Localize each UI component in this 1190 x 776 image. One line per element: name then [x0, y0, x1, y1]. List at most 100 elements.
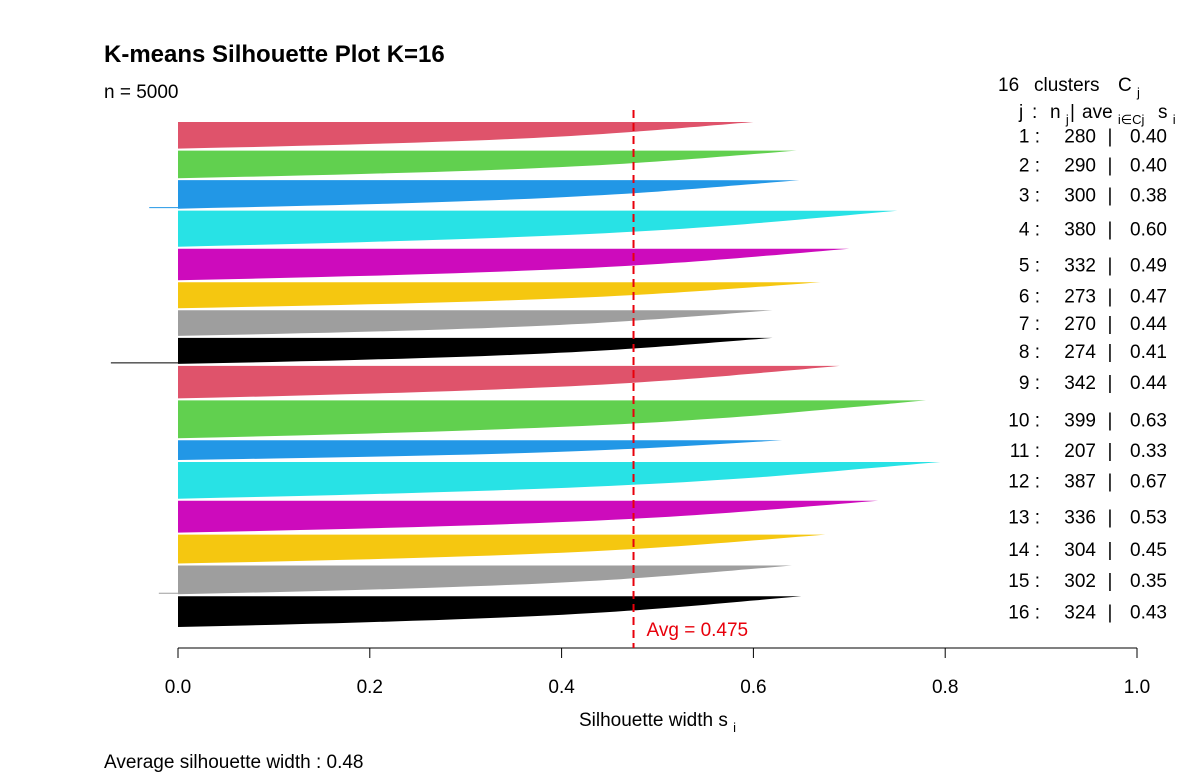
legend-row-n: 387: [1064, 471, 1096, 492]
x-tick-label: 0.8: [932, 677, 958, 698]
legend-row-separator: |: [1108, 286, 1113, 307]
legend-row-n: 273: [1064, 286, 1096, 307]
legend-row-separator: |: [1108, 508, 1113, 529]
legend-row-separator: |: [1108, 410, 1113, 431]
legend-row-j: 2 :: [1019, 155, 1040, 176]
legend-row-separator: |: [1108, 571, 1113, 592]
legend-row-separator: |: [1108, 314, 1113, 335]
legend-row-ave: 0.44: [1130, 373, 1167, 394]
legend-row-ave: 0.63: [1130, 410, 1167, 431]
legend-row-n: 302: [1064, 571, 1096, 592]
legend-row-ave: 0.49: [1130, 256, 1167, 277]
silhouette-bar-cluster-5: [178, 248, 850, 281]
silhouette-bar-cluster-9: [178, 365, 840, 399]
legend-row-ave: 0.53: [1130, 508, 1167, 529]
sample-size-label: n = 5000: [104, 82, 179, 103]
legend-row-ave: 0.35: [1130, 571, 1167, 592]
legend-row-separator: |: [1108, 471, 1113, 492]
legend-row-n: 290: [1064, 155, 1096, 176]
legend-row-ave: 0.60: [1130, 220, 1167, 241]
silhouette-bar-cluster-7: [178, 310, 773, 336]
silhouette-bar-cluster-14: [178, 534, 826, 564]
legend-row-j: 15 :: [1008, 571, 1040, 592]
legend-clusters-word: clusters: [1034, 75, 1099, 96]
legend-row-j: 5 :: [1019, 256, 1040, 277]
legend-row-j: 4 :: [1019, 220, 1040, 241]
x-axis-label-main: Silhouette width s: [579, 710, 728, 731]
silhouette-bar-cluster-11: [178, 440, 783, 460]
legend-row-j: 14 :: [1008, 540, 1040, 561]
legend-row-ave: 0.67: [1130, 471, 1167, 492]
legend-row-ave: 0.40: [1130, 155, 1167, 176]
silhouette-bar-cluster-10: [178, 400, 926, 439]
legend-row-n: 336: [1064, 508, 1096, 529]
chart-title: K-means Silhouette Plot K=16: [104, 41, 445, 68]
legend-row-ave: 0.47: [1130, 286, 1167, 307]
legend-n-subscript: j: [1065, 112, 1069, 127]
silhouette-bar-cluster-3: [178, 180, 800, 209]
legend-ave-symbol: ave: [1082, 102, 1113, 123]
legend-row-n: 304: [1064, 540, 1096, 561]
legend-row-separator: |: [1108, 256, 1113, 277]
legend-row-separator: |: [1108, 220, 1113, 241]
legend-row-ave: 0.38: [1130, 185, 1167, 206]
legend-row-j: 11 :: [1010, 441, 1040, 462]
x-tick-label: 1.0: [1124, 677, 1150, 698]
legend-cluster-count: 16: [998, 75, 1019, 96]
legend-row-j: 9 :: [1019, 373, 1040, 394]
silhouette-bar-cluster-15: [178, 565, 792, 595]
legend-row-j: 10 :: [1008, 410, 1040, 431]
x-axis: 0.0 0.2 0.4 0.6 0.8 1.0: [165, 647, 1150, 698]
legend-c-subscript: j: [1136, 85, 1140, 100]
legend-separator: |: [1070, 102, 1075, 123]
legend-header-columns: j : n j | ave i∈Cj s i: [1018, 102, 1176, 129]
silhouette-bar-cluster-4: [178, 210, 898, 247]
x-tick-label: 0.2: [357, 677, 383, 698]
average-label: Avg = 0.475: [647, 620, 749, 641]
legend-j-symbol: j: [1018, 102, 1023, 123]
average-silhouette-footer: Average silhouette width : 0.48: [104, 752, 364, 773]
silhouette-bar-cluster-12: [178, 461, 941, 499]
legend-row-n: 207: [1064, 441, 1096, 462]
x-tick-label: 0.4: [548, 677, 575, 698]
legend-row-ave: 0.33: [1130, 441, 1167, 462]
legend-row-j: 13 :: [1008, 508, 1040, 529]
legend-row-separator: |: [1108, 126, 1113, 147]
legend-row-n: 274: [1064, 342, 1096, 363]
legend-row-j: 6 :: [1019, 286, 1040, 307]
legend-row-n: 300: [1064, 185, 1096, 206]
legend-row-n: 332: [1064, 256, 1096, 277]
legend-s-subscript: i: [1173, 112, 1176, 127]
legend-row-ave: 0.44: [1130, 314, 1167, 335]
silhouette-bar-cluster-6: [178, 282, 821, 309]
silhouette-bars: [110, 122, 941, 627]
legend-row-n: 399: [1064, 410, 1096, 431]
legend-row-separator: |: [1108, 441, 1113, 462]
x-axis-label-subscript: i: [733, 720, 736, 735]
legend-row-j: 3 :: [1019, 185, 1040, 206]
x-tick-label: 0.6: [740, 677, 766, 698]
legend-ave-subscript: i∈Cj: [1118, 112, 1145, 127]
legend-row-separator: |: [1108, 342, 1113, 363]
silhouette-bar-cluster-2: [178, 150, 797, 179]
silhouette-bar-cluster-16: [178, 596, 802, 627]
legend-row-separator: |: [1108, 373, 1113, 394]
silhouette-bar-cluster-13: [178, 500, 879, 533]
legend-row-n: 324: [1064, 603, 1096, 624]
legend-row-separator: |: [1108, 185, 1113, 206]
legend-row-ave: 0.40: [1130, 126, 1167, 147]
x-axis-label: Silhouette width s i: [579, 710, 736, 735]
legend-row-n: 380: [1064, 220, 1096, 241]
legend-row-n: 280: [1064, 126, 1096, 147]
legend-row-separator: |: [1108, 540, 1113, 561]
silhouette-bar-cluster-8: [178, 337, 773, 364]
x-tick-label: 0.0: [165, 677, 191, 698]
legend-n-symbol: n: [1050, 102, 1061, 123]
legend-row-n: 270: [1064, 314, 1096, 335]
silhouette-bar-cluster-1: [178, 122, 754, 149]
legend-colon: :: [1032, 102, 1037, 123]
legend-row-ave: 0.45: [1130, 540, 1167, 561]
legend-row-j: 8 :: [1019, 342, 1040, 363]
legend-s-symbol: s: [1158, 102, 1168, 123]
